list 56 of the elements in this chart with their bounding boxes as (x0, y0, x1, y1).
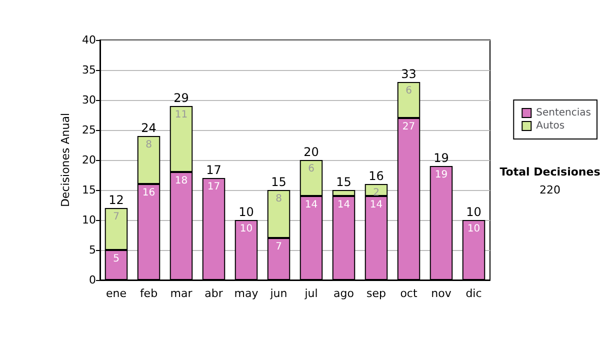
text: 220 (540, 184, 560, 196)
text: Total Decisiones (500, 166, 600, 178)
x-tick-label: feb (140, 287, 158, 300)
y-tick-label: 25 (82, 124, 96, 136)
x-tick-label: sep (366, 287, 386, 300)
data-label: 18 (174, 176, 188, 186)
y-tick-label: 20 (82, 154, 96, 166)
data-label: 14 (370, 200, 383, 210)
y-tick-label: 40 (82, 34, 96, 46)
data-label: 17 (207, 182, 220, 192)
total-label: 16 (368, 169, 384, 183)
x-tick-label: ene (106, 287, 127, 300)
data-label: 14 (304, 200, 318, 210)
y-tick-label: 5 (89, 244, 96, 256)
data-label: 5 (113, 254, 120, 264)
data-label: 7 (113, 212, 120, 222)
data-label: 19 (434, 170, 448, 180)
data-label: 8 (146, 140, 152, 150)
y-tick-label: 30 (82, 94, 96, 106)
data-label: 10 (240, 224, 253, 234)
data-label: 6 (406, 86, 412, 96)
total-label: 29 (174, 91, 189, 105)
total-label: 19 (434, 151, 449, 165)
x-tick-label: jul (304, 287, 318, 300)
x-tick-label: dic (466, 287, 482, 300)
data-label: 7 (276, 242, 282, 252)
total-label: 15 (336, 175, 352, 189)
x-tick-label: jun (269, 287, 288, 300)
x-tick-label: may (234, 287, 259, 300)
y-axis-title: Decisiones Anual (59, 112, 72, 208)
total-label: 10 (466, 205, 482, 219)
data-label: 8 (276, 194, 282, 204)
y-tick-label: 35 (82, 64, 96, 76)
y-tick-label: 0 (89, 274, 96, 286)
total-label: 17 (206, 163, 222, 177)
total-label: 33 (401, 67, 416, 81)
data-label: 14 (337, 200, 350, 210)
x-tick-label: abr (204, 287, 224, 300)
total-label: 12 (108, 193, 124, 207)
data-label: 27 (402, 122, 416, 132)
x-tick-label: ago (334, 287, 354, 300)
legend-label: Sentencias (536, 108, 592, 118)
x-tick-label: mar (170, 287, 193, 300)
legend-label: Autos (536, 120, 565, 132)
x-tick-label: oct (400, 287, 418, 300)
total-label: 10 (238, 205, 254, 219)
total-label: 15 (271, 175, 286, 189)
data-label: 16 (142, 188, 156, 198)
y-tick-label: 10 (82, 214, 96, 226)
data-label: 10 (467, 224, 480, 234)
total-label: 24 (141, 121, 156, 135)
total-label: 20 (304, 145, 319, 159)
y-tick-label: 15 (82, 184, 96, 196)
data-label: 11 (174, 110, 188, 120)
data-label: 6 (308, 164, 314, 174)
x-tick-label: nov (431, 287, 452, 300)
